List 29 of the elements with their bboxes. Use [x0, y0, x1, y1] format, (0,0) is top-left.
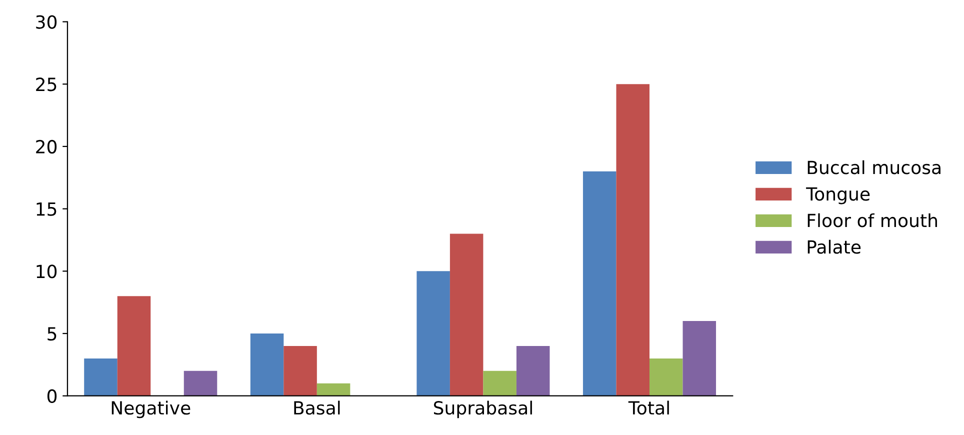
y-tick-label: 0 [47, 389, 57, 403]
y-tick-label: 30 [36, 15, 57, 29]
bar [84, 358, 118, 396]
legend-label: Buccal mucosa [808, 160, 940, 174]
y-tick-label: 15 [36, 202, 56, 216]
bar [616, 84, 650, 396]
bar [184, 370, 218, 396]
legend-label: Floor of mouth [808, 213, 937, 228]
y-tick-label: 25 [36, 78, 56, 92]
bar [416, 271, 450, 396]
legend-label: Palate [808, 240, 861, 254]
legend-label: Tongue [806, 187, 870, 204]
bar [316, 383, 350, 396]
x-tick-label: Suprabasal [434, 400, 532, 418]
y-tick-label: 5 [48, 327, 56, 341]
x-tick-label: Negative [112, 400, 190, 418]
x-tick-label: Total [628, 400, 669, 415]
y-tick-label: 20 [36, 140, 57, 154]
bar [649, 358, 683, 396]
y-tick-label: 10 [36, 264, 57, 278]
bar [117, 296, 151, 396]
bar [582, 171, 616, 396]
bar [250, 334, 284, 396]
bar [516, 346, 550, 396]
bar [284, 346, 317, 396]
x-tick-label: Basal [294, 400, 340, 415]
bar [483, 370, 516, 396]
bar [450, 234, 484, 396]
bar [682, 321, 716, 396]
